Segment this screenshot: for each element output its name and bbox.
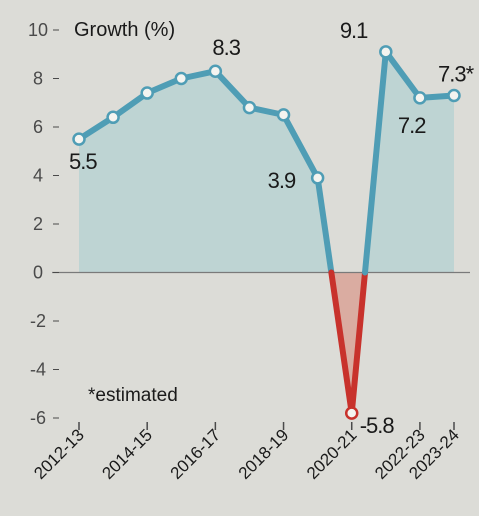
data-point-2017-18: [242, 100, 257, 115]
x-tick-label: 2020-21: [303, 425, 361, 483]
data-label-2022-23: 7.2: [398, 113, 426, 138]
data-point-2015-16: [174, 71, 189, 86]
data-point-2016-17: [208, 64, 223, 78]
negative-area-fill: [331, 272, 365, 414]
chart-title: Growth (%): [74, 19, 175, 41]
y-tick-label: 6: [33, 117, 43, 137]
y-tick-label: 10: [28, 20, 48, 40]
data-label-2020-21: -5.8: [360, 413, 395, 438]
data-labels: 5.5 8.3 3.9 -5.8 9.1 7.2 7.3*: [69, 18, 476, 438]
positive-series-line-2: [361, 48, 457, 276]
positive-area-fill-0: [79, 71, 332, 273]
y-tick-label: 4: [33, 166, 43, 186]
y-tick-label: 8: [33, 69, 43, 89]
data-label-2012-13: 5.5: [69, 149, 97, 174]
y-axis: 10 8 6 4 2 0 -2 -4 -6: [28, 20, 59, 428]
y-tick-label: -2: [30, 311, 46, 331]
data-point-2018-19: [276, 108, 291, 122]
data-label-2019-20: 3.9: [268, 168, 296, 193]
data-point-2019-20: [310, 171, 325, 185]
x-tick-label: 2014-15: [98, 425, 156, 483]
data-point-2014-15: [140, 86, 154, 100]
data-label-2016-17: 8.3: [212, 35, 240, 60]
y-tick-label: 0: [33, 263, 43, 283]
data-points: [72, 45, 461, 420]
data-point-2021-22: [379, 45, 393, 59]
x-axis: 2012-13 2014-15 2016-17 2018-19 2020-21 2022-…: [30, 422, 463, 483]
data-point-2023-24: [447, 88, 461, 103]
data-point-2013-14: [106, 110, 120, 125]
estimated-note: *estimated: [88, 385, 178, 406]
y-tick-label: -4: [30, 360, 46, 380]
data-point-2020-21: [344, 406, 359, 420]
data-label-2021-22: 9.1: [340, 18, 368, 43]
x-tick-label: 2012-13: [30, 425, 88, 483]
x-tick-label: 2016-17: [167, 425, 225, 483]
positive-area-fill-2: [364, 51, 454, 273]
y-tick-label: 2: [33, 214, 43, 234]
area-fills: [79, 51, 454, 414]
x-tick-label: 2018-19: [235, 425, 293, 483]
data-label-2023-24: 7.3*: [438, 61, 475, 86]
y-tick-label: -6: [30, 408, 46, 428]
data-point-2022-23: [413, 91, 427, 105]
data-point-2012-13: [72, 132, 86, 146]
